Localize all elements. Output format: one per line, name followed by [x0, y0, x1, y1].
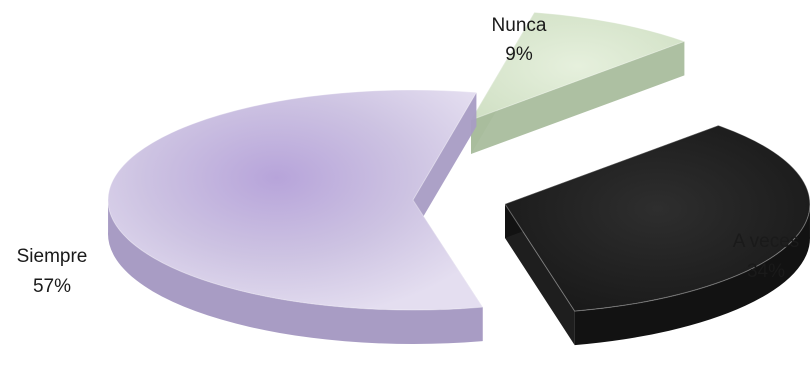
slice-face-aveces-1: [505, 204, 575, 346]
slice-face-nunca-1: [471, 41, 685, 154]
slice-label-nunca: Nunca: [492, 15, 547, 36]
slice-siempre: [107, 89, 484, 311]
slice-label-aveces: A veces: [733, 231, 800, 252]
slice-aveces: [504, 124, 811, 312]
slice-label-siempre: Siempre: [17, 246, 88, 267]
slice-side-siempre: [107, 197, 483, 344]
slice-face-siempre-1: [413, 92, 477, 234]
slice-value-nunca: 9%: [505, 44, 533, 65]
slice-side-aveces: [574, 202, 810, 346]
slice-value-siempre: 57%: [33, 276, 71, 297]
slice-nunca: [469, 11, 686, 121]
slice-value-aveces: 34%: [747, 261, 785, 282]
